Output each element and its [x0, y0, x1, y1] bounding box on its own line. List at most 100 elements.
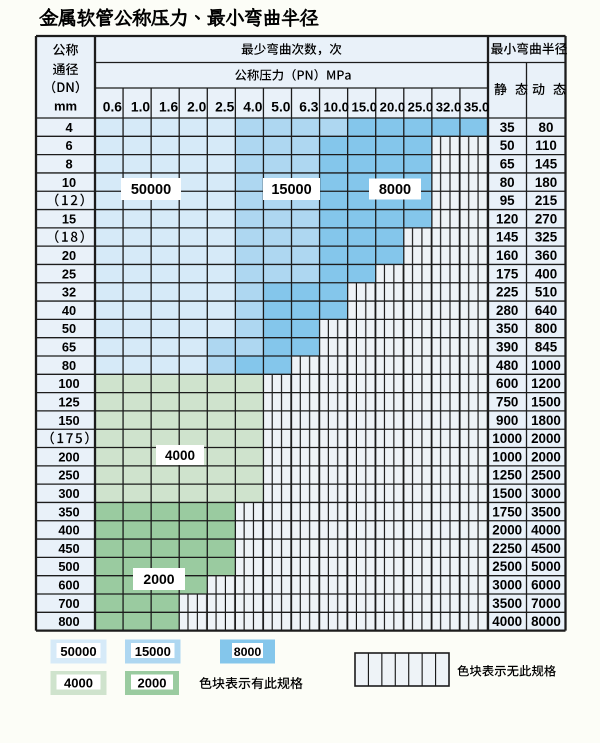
svg-text:2.0: 2.0	[187, 100, 207, 115]
svg-text:15000: 15000	[135, 644, 171, 659]
svg-text:480: 480	[496, 358, 518, 373]
svg-text:900: 900	[496, 413, 518, 428]
svg-text:50000: 50000	[60, 644, 96, 659]
svg-text:175: 175	[496, 266, 519, 281]
svg-text:1750: 1750	[492, 504, 522, 519]
svg-text:4.0: 4.0	[243, 100, 263, 115]
svg-text:8000: 8000	[379, 182, 411, 198]
svg-text:100: 100	[58, 376, 79, 391]
svg-text:8000: 8000	[531, 614, 561, 629]
svg-text:10.0: 10.0	[323, 100, 348, 115]
svg-text:750: 750	[496, 395, 518, 410]
svg-text:80: 80	[62, 358, 76, 373]
svg-text:2500: 2500	[531, 468, 561, 483]
svg-text:80: 80	[539, 120, 554, 135]
svg-text:6: 6	[65, 138, 72, 153]
svg-text:8000: 8000	[234, 645, 262, 659]
svg-text:3500: 3500	[531, 504, 561, 519]
svg-text:120: 120	[496, 211, 518, 226]
svg-text:4000: 4000	[165, 448, 195, 463]
svg-text:125: 125	[58, 395, 79, 410]
svg-text:350: 350	[496, 321, 518, 336]
svg-text:200: 200	[58, 449, 79, 464]
svg-text:350: 350	[58, 504, 79, 519]
svg-text:280: 280	[496, 303, 518, 318]
svg-text:25.0: 25.0	[408, 100, 433, 115]
svg-text:400: 400	[535, 266, 557, 281]
svg-text:35.0: 35.0	[464, 100, 489, 115]
svg-text:1.6: 1.6	[159, 100, 179, 115]
svg-text:0.6: 0.6	[103, 100, 123, 115]
svg-text:325: 325	[535, 230, 558, 245]
svg-text:4000: 4000	[492, 614, 522, 629]
svg-text:110: 110	[535, 138, 557, 153]
svg-text:5.0: 5.0	[271, 100, 291, 115]
svg-text:600: 600	[58, 578, 79, 593]
svg-text:1.0: 1.0	[131, 100, 151, 115]
svg-text:6000: 6000	[531, 578, 561, 593]
svg-text:225: 225	[496, 285, 519, 300]
svg-text:20.0: 20.0	[380, 100, 405, 115]
svg-text:150: 150	[58, 413, 79, 428]
svg-text:180: 180	[535, 175, 557, 190]
svg-text:2250: 2250	[492, 541, 522, 556]
svg-text:2000: 2000	[138, 675, 167, 690]
svg-text:4000: 4000	[531, 523, 561, 538]
svg-text:10: 10	[62, 175, 76, 190]
svg-text:8: 8	[65, 157, 72, 172]
svg-text:145: 145	[535, 157, 558, 172]
svg-text:2.5: 2.5	[215, 100, 235, 115]
svg-text:1000: 1000	[531, 358, 561, 373]
svg-text:2000: 2000	[492, 523, 522, 538]
svg-text:2000: 2000	[143, 571, 174, 587]
svg-text:4000: 4000	[64, 675, 93, 690]
svg-text:1250: 1250	[492, 468, 522, 483]
svg-text:6.3: 6.3	[299, 100, 319, 115]
svg-text:35: 35	[500, 120, 515, 135]
svg-text:1500: 1500	[531, 395, 561, 410]
svg-text:4500: 4500	[531, 541, 561, 556]
svg-text:4: 4	[65, 120, 73, 135]
svg-text:15.0: 15.0	[352, 100, 377, 115]
svg-text:3500: 3500	[492, 596, 522, 611]
svg-text:390: 390	[496, 340, 518, 355]
svg-text:800: 800	[535, 321, 557, 336]
svg-text:510: 510	[535, 285, 557, 300]
svg-text:32.0: 32.0	[436, 100, 461, 115]
svg-text:700: 700	[58, 596, 79, 611]
svg-text:160: 160	[496, 248, 518, 263]
svg-text:1500: 1500	[492, 486, 522, 501]
svg-text:1200: 1200	[531, 376, 561, 391]
svg-text:1000: 1000	[492, 431, 522, 446]
svg-text:145: 145	[496, 230, 519, 245]
svg-text:80: 80	[500, 175, 515, 190]
svg-text:1800: 1800	[531, 413, 561, 428]
svg-text:15: 15	[62, 211, 76, 226]
svg-text:40: 40	[62, 303, 76, 318]
svg-text:450: 450	[58, 541, 79, 556]
svg-text:50: 50	[62, 321, 76, 336]
svg-text:250: 250	[58, 468, 79, 483]
svg-text:845: 845	[535, 340, 558, 355]
svg-text:mm: mm	[54, 99, 77, 114]
svg-text:600: 600	[496, 376, 518, 391]
svg-text:800: 800	[58, 614, 79, 629]
svg-text:95: 95	[500, 193, 515, 208]
svg-text:50000: 50000	[131, 182, 171, 198]
svg-text:360: 360	[535, 248, 557, 263]
svg-text:65: 65	[62, 340, 76, 355]
svg-text:50: 50	[500, 138, 515, 153]
svg-text:400: 400	[58, 523, 79, 538]
svg-text:20: 20	[62, 248, 76, 263]
svg-text:2000: 2000	[531, 449, 561, 464]
svg-text:3000: 3000	[492, 578, 522, 593]
svg-text:500: 500	[58, 559, 79, 574]
svg-text:3000: 3000	[531, 486, 561, 501]
svg-text:25: 25	[62, 266, 76, 281]
svg-text:15000: 15000	[271, 182, 311, 198]
svg-text:1000: 1000	[492, 449, 522, 464]
svg-text:2500: 2500	[492, 559, 522, 574]
svg-text:65: 65	[500, 157, 515, 172]
svg-text:640: 640	[535, 303, 557, 318]
svg-text:215: 215	[535, 193, 558, 208]
